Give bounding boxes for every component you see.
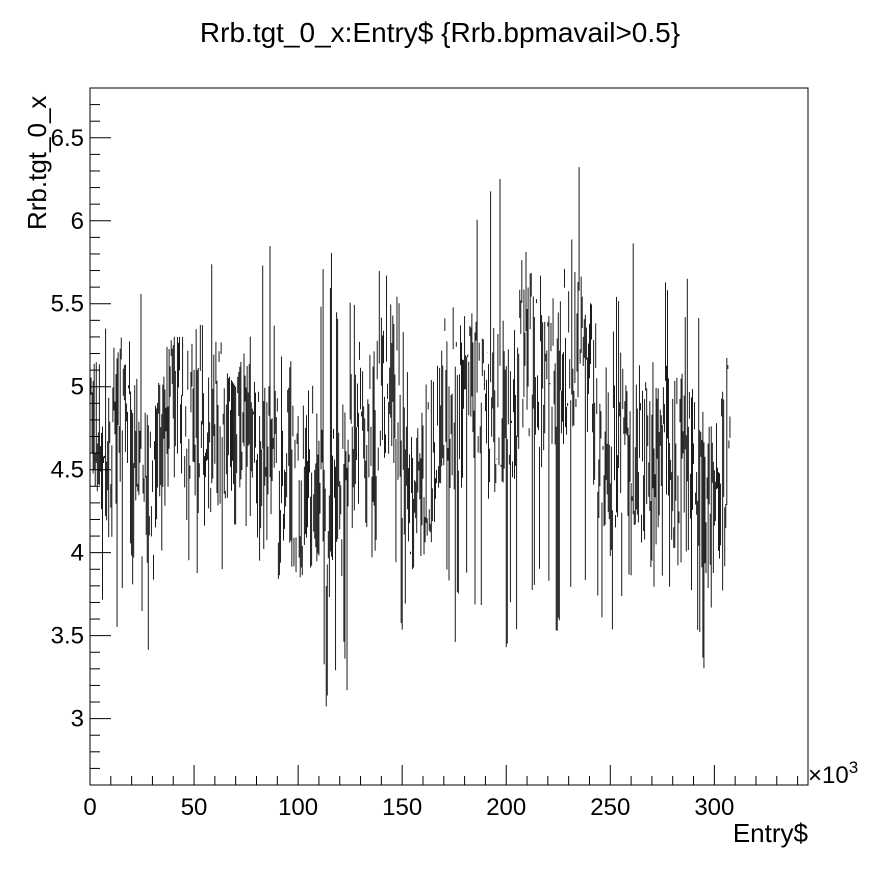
x-multiplier-base: ×10 (808, 762, 849, 789)
y-tick-label: 3.5 (51, 623, 84, 650)
y-tick-label: 4 (71, 540, 84, 567)
y-tick-label: 6.5 (51, 125, 84, 152)
x-axis-multiplier: ×103 (808, 758, 858, 789)
x-axis: 0 50 100 150 200 250 300 (83, 765, 799, 821)
y-tick-label: 4.5 (51, 457, 84, 484)
x-tick-label: 150 (382, 794, 422, 821)
y-axis-label: Rrb.tgt_0_x (22, 96, 52, 230)
x-tick-label: 100 (278, 794, 318, 821)
x-tick-label: 300 (694, 794, 734, 821)
x-tick-label: 50 (181, 794, 208, 821)
x-axis-label: Entry$ (733, 818, 809, 848)
y-axis: 3 3.5 4 4.5 5 5.5 6 6.5 (51, 87, 111, 786)
x-tick-label: 0 (83, 794, 96, 821)
y-tick-label: 5.5 (51, 291, 84, 318)
y-tick-label: 6 (71, 208, 84, 235)
x-tick-label: 200 (486, 794, 526, 821)
y-tick-label: 5 (71, 374, 84, 401)
x-tick-label: 250 (590, 794, 630, 821)
x-multiplier-exponent: 3 (849, 758, 858, 777)
chart-title: Rrb.tgt_0_x:Entry$ {Rrb.bpmavail>0.5} (200, 17, 680, 48)
y-tick-label: 3 (71, 706, 84, 733)
data-points (89, 167, 731, 707)
